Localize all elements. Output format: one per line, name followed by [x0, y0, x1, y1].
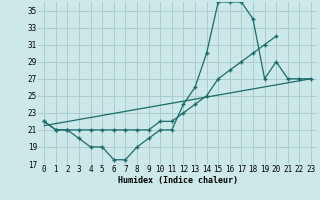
X-axis label: Humidex (Indice chaleur): Humidex (Indice chaleur)	[118, 176, 238, 185]
